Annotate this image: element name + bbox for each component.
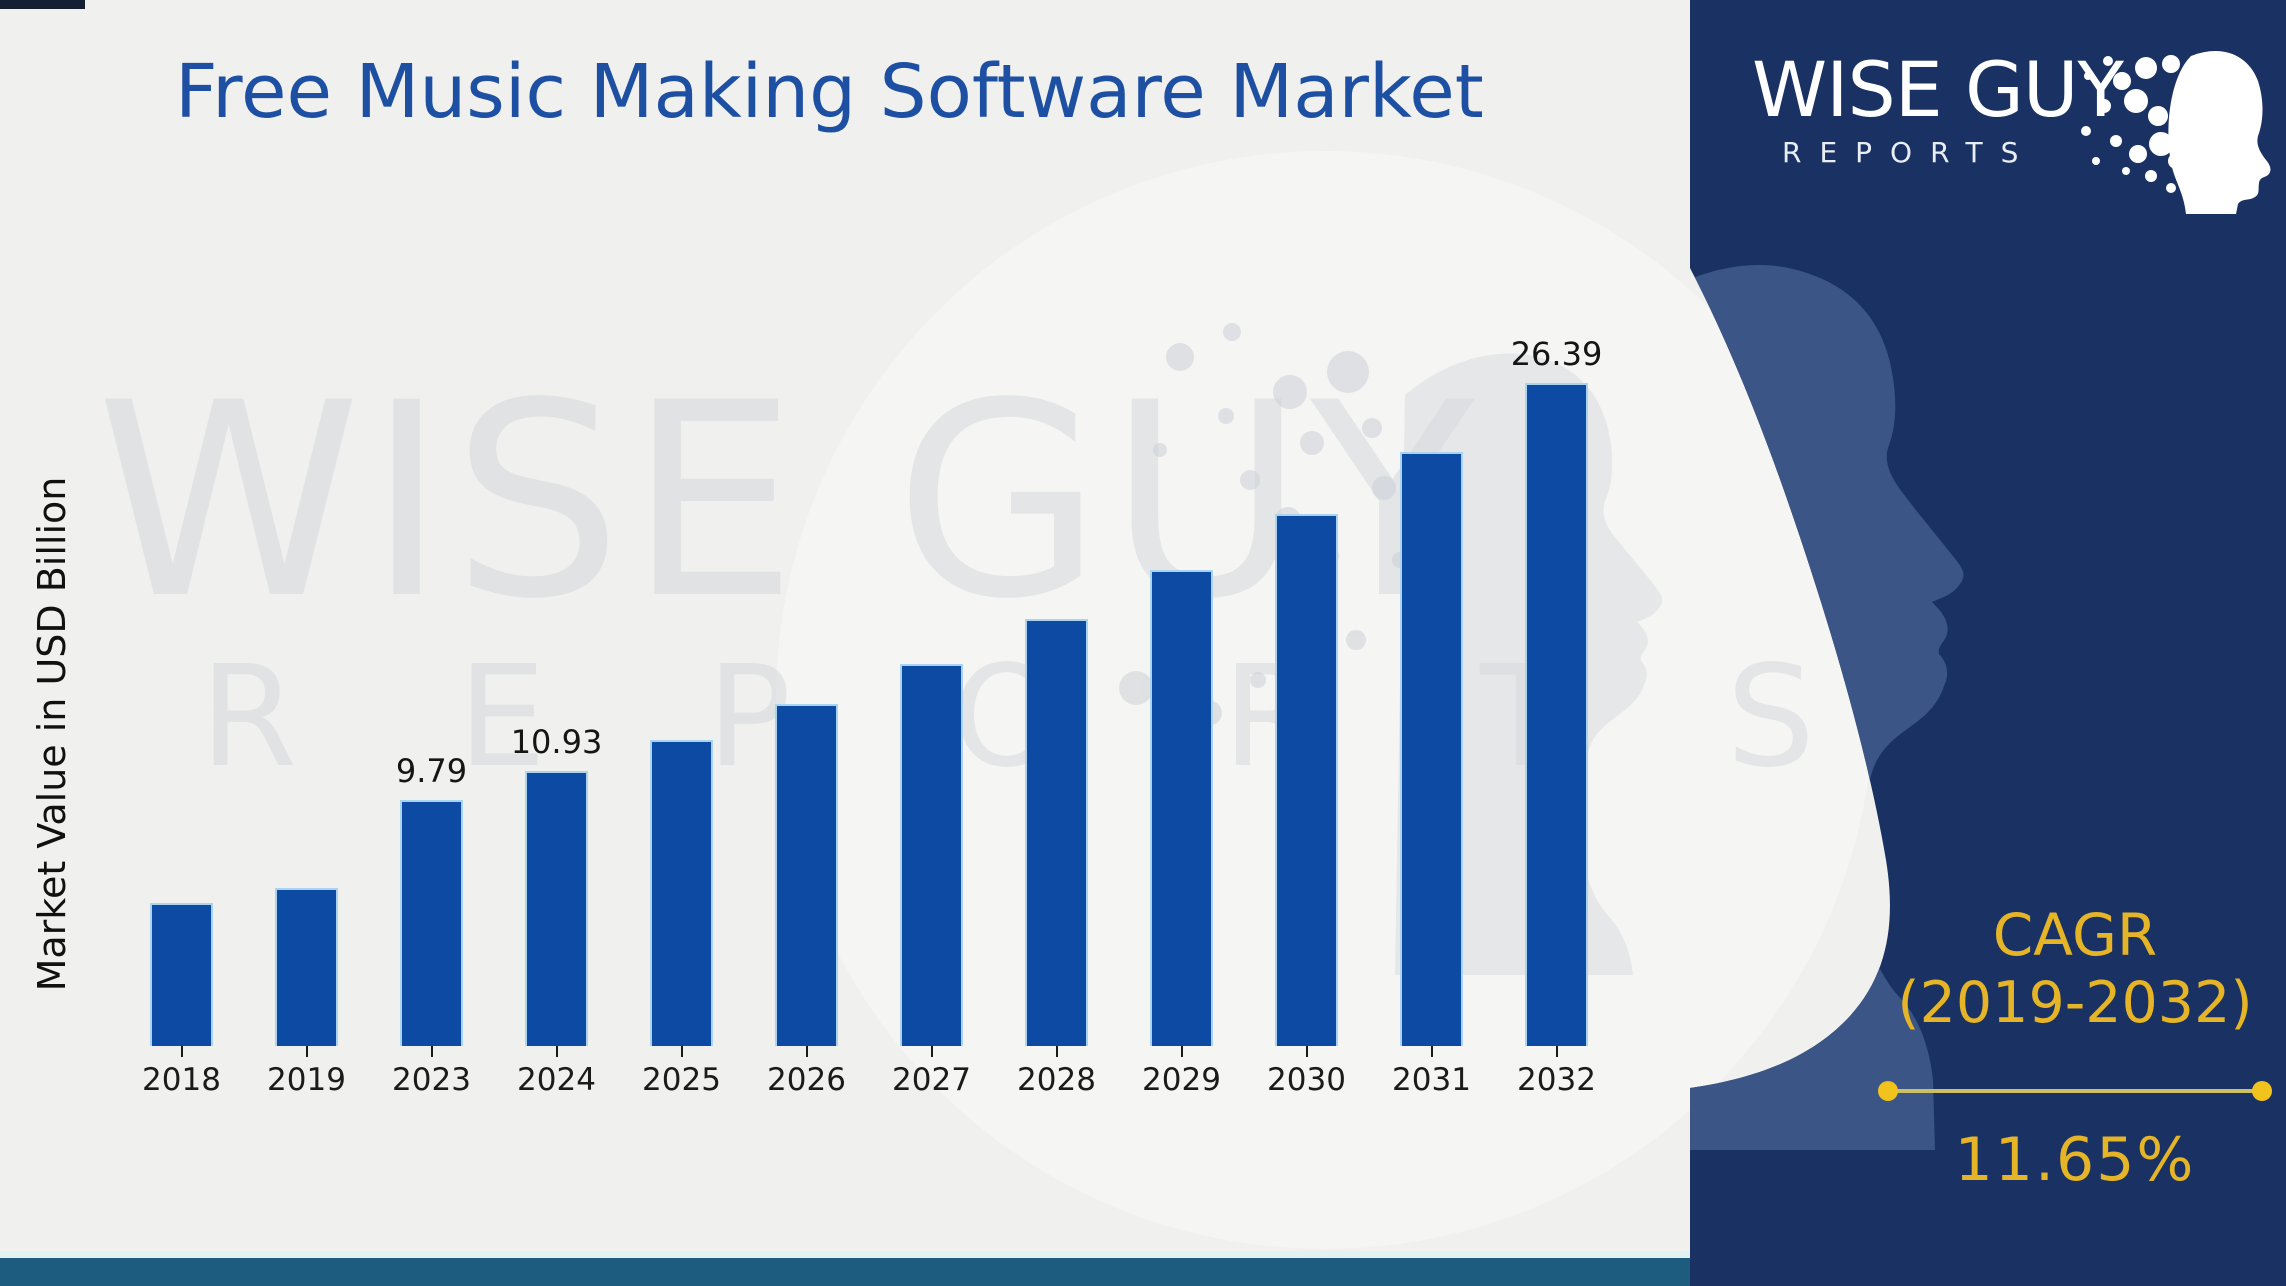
bottom-teal-strip [0, 1258, 1690, 1286]
x-tick-label: 2030 [1267, 1062, 1346, 1098]
bar [1150, 570, 1213, 1046]
line-end-dot-left [1878, 1081, 1898, 1102]
x-axis-tick [680, 1046, 683, 1057]
cagr-range: (2019-2032) [1897, 969, 2253, 1036]
x-axis-tick [180, 1046, 183, 1057]
logo-brand-text: WISE GUY [1752, 45, 2124, 134]
x-tick-label: 2029 [1142, 1062, 1221, 1098]
x-axis-tick [1305, 1046, 1308, 1057]
x-axis-tick [805, 1046, 808, 1057]
x-tick-label: 2019 [267, 1062, 346, 1098]
bar [150, 903, 213, 1046]
logo-face-icon [2081, 50, 2271, 214]
bar-value-label: 9.79 [395, 752, 468, 790]
x-axis-tick [305, 1046, 308, 1057]
cagr-divider-line [1878, 1081, 2272, 1102]
x-axis-tick [555, 1046, 558, 1057]
x-tick-label: 2032 [1517, 1062, 1596, 1098]
x-tick-label: 2028 [1017, 1062, 1096, 1098]
x-axis-tick [1430, 1046, 1433, 1057]
x-axis-tick [930, 1046, 933, 1057]
bar [525, 771, 588, 1046]
logo-reports-text: REPORTS [1782, 136, 2037, 169]
bar [775, 704, 838, 1046]
x-tick-label: 2031 [1392, 1062, 1471, 1098]
cagr-label: CAGR [1992, 901, 2158, 969]
top-left-corner-strip [0, 0, 85, 9]
x-axis-tick [1555, 1046, 1558, 1057]
bar [1525, 383, 1588, 1046]
x-axis-tick [430, 1046, 433, 1057]
watermark-brand-text: WISE GUY [96, 346, 1481, 658]
bar [1025, 619, 1088, 1046]
right-panel [1690, 0, 2286, 1286]
watermark-dots [1119, 323, 1424, 725]
chart-title: Free Music Making Software Market [175, 49, 1484, 135]
bar-value-label: 10.93 [510, 723, 603, 761]
bar [1400, 452, 1463, 1046]
line-end-dot-right [2252, 1081, 2272, 1102]
x-tick-label: 2027 [892, 1062, 971, 1098]
logo-head-silhouette [2168, 50, 2271, 214]
logo: WISE GUY REPORTS [1752, 45, 2124, 170]
x-axis-tick [1180, 1046, 1183, 1057]
bar [400, 800, 463, 1046]
x-tick-label: 2025 [642, 1062, 721, 1098]
bar [900, 664, 963, 1046]
x-tick-label: 2026 [767, 1062, 846, 1098]
bar [650, 740, 713, 1046]
bar-value-label: 26.39 [1510, 335, 1603, 373]
bar [275, 888, 338, 1046]
x-tick-label: 2018 [142, 1062, 221, 1098]
cagr-block: CAGR (2019-2032) 11.65% [1878, 901, 2272, 1196]
cagr-value: 11.65% [1954, 1125, 2196, 1196]
x-tick-label: 2024 [517, 1062, 596, 1098]
x-tick-label: 2023 [392, 1062, 471, 1098]
bar [1275, 514, 1338, 1046]
x-axis-tick [1055, 1046, 1058, 1057]
bottom-light-strip [0, 1251, 1690, 1258]
